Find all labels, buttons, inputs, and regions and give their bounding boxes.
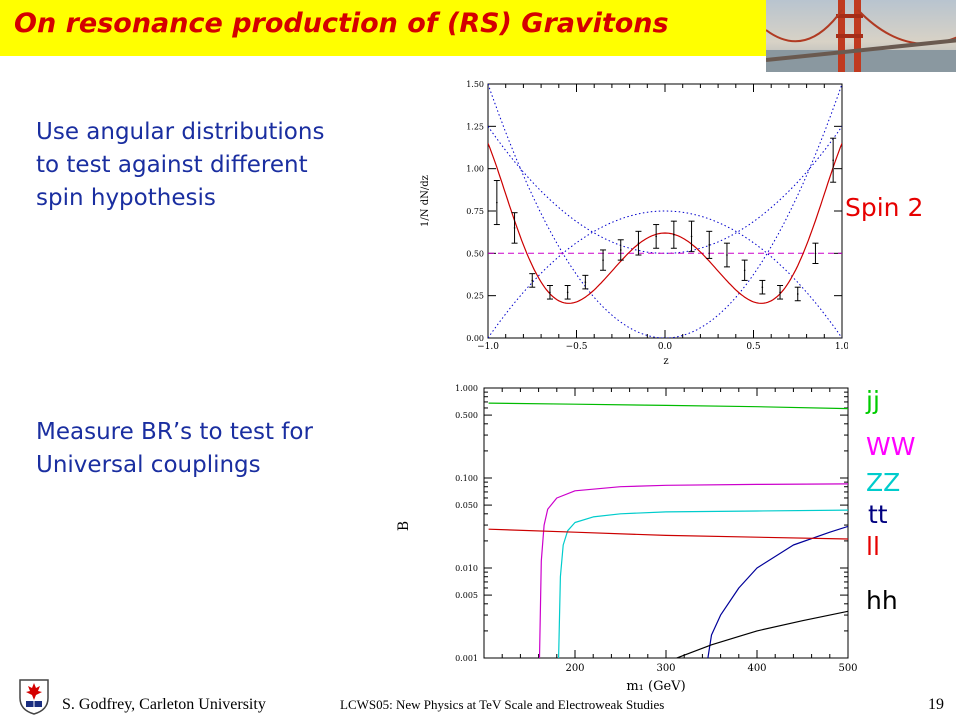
bridge-banner-image: [766, 0, 960, 76]
x-tick-label: 500: [838, 663, 857, 674]
branching-ratio-plot: 1.000 0.500 0.100 0.050 0.010 0.005 0.001 200 30…: [396, 384, 858, 694]
data-point: [513, 227, 516, 229]
x-tick-label: −1.0: [477, 342, 499, 352]
branching-ratio-text: Measure BR’s to test for Universal coupl…: [36, 416, 313, 482]
plot-area: [488, 402, 848, 658]
series-line-zz: [558, 509, 848, 658]
y-tick-label: 0.050: [455, 501, 478, 510]
y-tick-label: 0.25: [466, 292, 484, 301]
y-tick-label: 0.001: [455, 654, 478, 663]
x-tick-label: 0.5: [746, 342, 761, 352]
data-point: [761, 286, 764, 289]
data-point: [602, 259, 604, 261]
plot-area: [488, 84, 842, 338]
data-point: [743, 269, 746, 272]
data-point: [814, 252, 817, 255]
series-label-zz: ZZ: [866, 468, 901, 497]
y-tick-label: 0.005: [455, 591, 478, 600]
data-point: [566, 291, 569, 294]
data-point: [832, 159, 834, 161]
data-point: [619, 249, 622, 251]
x-axis-label: m₁ (GeV): [626, 679, 685, 694]
data-point: [655, 235, 657, 238]
spin-curve-dotted: [488, 126, 842, 254]
text-line: to test against different: [36, 152, 308, 178]
data-point: [637, 242, 640, 244]
y-tick-label: 1.00: [466, 165, 484, 174]
text-line: Use angular distributions: [36, 119, 325, 145]
data-point: [690, 235, 693, 238]
data-point: [496, 201, 498, 204]
university-crest-logo: [14, 676, 54, 716]
title-bar: On resonance production of (RS) Graviton…: [0, 0, 766, 56]
series-label-ww: WW: [866, 432, 916, 461]
series-line-jj: [488, 402, 848, 410]
y-tick-label: 0.50: [466, 249, 484, 258]
spin-curve-dotted: [488, 210, 842, 338]
text-line: Measure BR’s to test for: [36, 419, 313, 445]
y-axis-label: B: [396, 521, 412, 531]
y-tick-label: 0.100: [455, 474, 478, 483]
plot-frame: [483, 387, 849, 659]
text-line: spin hypothesis: [36, 185, 216, 211]
series-label-ll: ll: [866, 532, 880, 561]
footer-author: S. Godfrey, Carleton University: [62, 696, 266, 713]
series-line-ww: [538, 483, 848, 658]
data-point: [708, 244, 711, 246]
series-line-hh: [675, 610, 848, 658]
page-number: 19: [928, 696, 944, 713]
x-tick-label: 300: [656, 663, 675, 674]
slide-title: On resonance production of (RS) Graviton…: [14, 8, 669, 39]
x-axis-label: z: [663, 356, 668, 367]
text-line: Universal couplings: [36, 452, 261, 478]
footer-conference: LCWS05: New Physics at TeV Scale and Ele…: [340, 697, 665, 712]
series-line-tt: [707, 525, 848, 658]
data-point: [549, 291, 551, 294]
spin-curve-dotted: [488, 84, 842, 338]
spin-2-fit-curve: [488, 143, 842, 304]
plot-frame: [487, 83, 843, 339]
x-tick-label: 1.0: [835, 342, 848, 352]
data-point: [726, 254, 728, 256]
series-label-tt: tt: [868, 500, 888, 529]
data-point: [779, 291, 781, 294]
spin-label: Spin 2: [845, 193, 924, 222]
y-axis-label: 1/N dN/dz: [420, 175, 431, 227]
data-point: [584, 281, 587, 283]
data-point: [796, 293, 799, 295]
data-point: [673, 233, 675, 236]
angular-distribution-text: Use angular distributions to test agains…: [36, 116, 324, 215]
y-tick-label: 0.010: [455, 564, 478, 573]
y-tick-label: 1.50: [466, 80, 484, 89]
series-label-hh: hh: [866, 586, 898, 615]
x-tick-label: 0.0: [658, 342, 673, 352]
y-tick-label: 1.25: [466, 122, 484, 131]
data-point: [531, 279, 534, 282]
series-line-ll: [488, 528, 848, 540]
x-tick-label: 400: [747, 663, 766, 674]
y-tick-label: 0.75: [466, 207, 484, 216]
x-tick-label: −0.5: [566, 342, 588, 352]
angular-distribution-plot: 0.00 0.25 0.50 0.75 1.00 1.25 1.50 −1.0 −0.5 0.0 0…: [420, 80, 848, 367]
x-tick-label: 200: [565, 663, 584, 674]
y-tick-label: 0.500: [455, 411, 478, 420]
series-label-jj: jj: [866, 386, 880, 415]
y-tick-label: 1.000: [455, 384, 478, 393]
y-tick-label: 0.00: [466, 334, 484, 343]
